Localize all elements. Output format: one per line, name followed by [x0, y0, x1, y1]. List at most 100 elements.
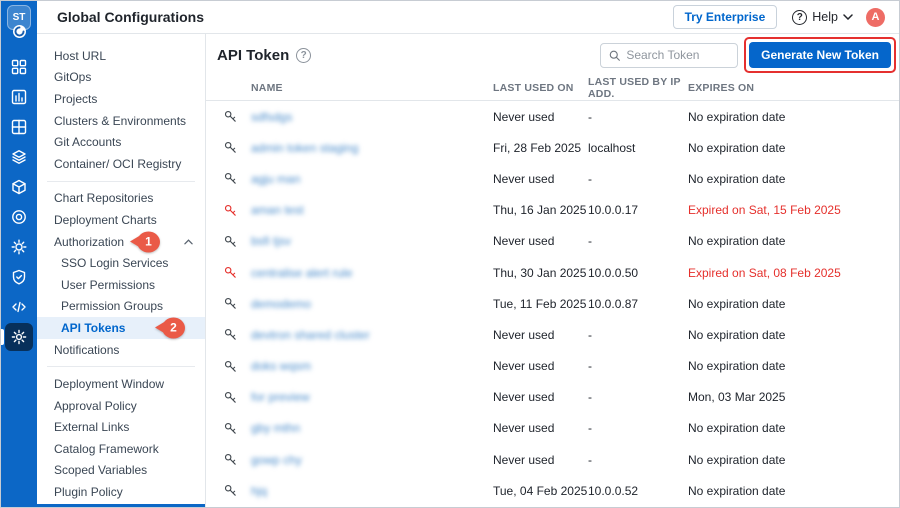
table-row[interactable]: devtron shared cluster Never used - No expi… [206, 319, 899, 350]
sidebar-item-authorization[interactable]: Authorization 1 [37, 231, 205, 253]
token-search [600, 42, 739, 68]
annotation-pin-1: 1 [130, 231, 160, 253]
gear-flower-icon[interactable] [5, 233, 33, 261]
expires-on: No expiration date [688, 140, 786, 155]
section-title: API Token [217, 46, 290, 64]
last-used-ip: - [588, 421, 592, 436]
sidebar-item-user-permissions[interactable]: User Permissions [61, 277, 156, 292]
token-name[interactable]: doks wqsm [251, 359, 312, 374]
chevron-up-icon [184, 239, 193, 245]
col-header-ip: LAST USED BY IP ADD. [588, 76, 681, 100]
expires-on: No expiration date [688, 296, 786, 311]
table-row[interactable]: agju man Never used - No expiration date [206, 163, 899, 194]
sidebar-item-container-oci-registry[interactable]: Container/ OCI Registry [54, 156, 182, 171]
token-name[interactable]: admin token staging [251, 140, 359, 155]
token-name[interactable]: sdfsdgs [251, 109, 293, 124]
last-used-on: Fri, 28 Feb 2025 [493, 140, 582, 155]
api-token-panel: API Token ? Generate New Token NAME LAST… [206, 34, 899, 507]
try-enterprise-button[interactable]: Try Enterprise [672, 5, 778, 29]
table-row[interactable]: sdfsdgs Never used - No expiration date [206, 101, 899, 132]
sidebar-item-catalog-framework[interactable]: Catalog Framework [54, 441, 159, 456]
key-icon [206, 171, 251, 186]
key-icon [206, 296, 251, 311]
sidebar-item-api-tokens[interactable]: API Tokens 2 [37, 317, 205, 339]
token-name[interactable]: gby mthn [251, 421, 301, 436]
user-avatar[interactable]: A [866, 7, 885, 27]
last-used-on: Never used [493, 109, 555, 124]
sidebar-item-approval-policy[interactable]: Approval Policy [54, 398, 137, 413]
gear-icon[interactable] [1, 323, 33, 351]
token-name[interactable]: hjq [251, 483, 268, 498]
sidebar-item-gitops[interactable]: GitOps [54, 70, 92, 85]
table-row[interactable]: centralise alert rule Thu, 30 Jan 2025 10.… [206, 257, 899, 288]
expires-on: No expiration date [688, 483, 786, 498]
expires-on: No expiration date [688, 109, 786, 124]
generate-new-token-button[interactable]: Generate New Token [749, 42, 891, 68]
sidebar-item-notifications[interactable]: Notifications [54, 342, 120, 357]
last-used-on: Never used [493, 452, 555, 467]
table-row[interactable]: gby mthn Never used - No expiration date [206, 413, 899, 444]
sidebar-item-permission-groups[interactable]: Permission Groups [61, 299, 164, 314]
help-menu[interactable]: ? Help [792, 9, 853, 25]
sidebar-item-projects[interactable]: Projects [54, 91, 98, 106]
sidebar-item-host-url[interactable]: Host URL [54, 48, 107, 63]
table-row[interactable]: aman test Thu, 16 Jan 2025 10.0.0.17 Expire… [206, 195, 899, 226]
sidebar-item-deployment-window[interactable]: Deployment Window [54, 377, 165, 392]
table-row[interactable]: doks wqsm Never used - No expiration date [206, 351, 899, 382]
expires-on: No expiration date [688, 327, 786, 342]
section-help-icon[interactable]: ? [296, 47, 312, 63]
last-used-on: Thu, 30 Jan 2025 [493, 265, 587, 280]
last-used-on: Tue, 04 Feb 2025 [493, 483, 588, 498]
help-label: Help [812, 10, 838, 24]
token-name[interactable]: agju man [251, 171, 301, 186]
sidebar-item-chart-repositories[interactable]: Chart Repositories [54, 191, 154, 206]
icon-rail: ST [1, 1, 37, 507]
window-grid-icon[interactable] [5, 113, 33, 141]
token-name[interactable]: devtron shared cluster [251, 327, 370, 342]
search-icon [609, 50, 621, 61]
stack-icon[interactable] [5, 143, 33, 171]
key-icon [206, 359, 251, 374]
sidebar-divider [47, 366, 195, 368]
token-name[interactable]: aman test [251, 203, 304, 218]
top-bar: Global Configurations Try Enterprise ? H… [37, 1, 899, 34]
annotation-pin-2: 2 [155, 317, 185, 339]
key-icon [206, 483, 251, 498]
last-used-ip: 10.0.0.52 [588, 483, 639, 498]
table-row[interactable]: demodemo Tue, 11 Feb 2025 10.0.0.87 No expi… [206, 288, 899, 319]
table-row[interactable]: gowp chy Never used - No expiration date [206, 444, 899, 475]
code-icon[interactable] [5, 293, 33, 321]
last-used-ip: - [588, 359, 592, 374]
table-row[interactable]: bsfi tjsv Never used - No expiration date [206, 226, 899, 257]
sidebar-item-scoped-variables[interactable]: Scoped Variables [54, 463, 148, 478]
apps-grid-icon[interactable] [5, 53, 33, 81]
last-used-ip: - [588, 234, 592, 249]
token-table-body: sdfsdgs Never used - No expiration date admi… [206, 101, 899, 507]
search-input[interactable] [626, 48, 730, 62]
col-header-expires: EXPIRES ON [688, 82, 755, 94]
shield-check-icon[interactable] [5, 263, 33, 291]
token-name[interactable]: gowp chy [251, 452, 302, 467]
sidebar-item-git-accounts[interactable]: Git Accounts [54, 135, 122, 150]
last-used-ip: - [588, 452, 592, 467]
token-name[interactable]: bsfi tjsv [251, 234, 292, 249]
sidebar-item-plugin-policy[interactable]: Plugin Policy [54, 485, 123, 500]
sidebar-scrollbar[interactable] [37, 504, 205, 507]
key-icon [206, 327, 251, 342]
table-row[interactable]: hjq Tue, 04 Feb 2025 10.0.0.52 No expiratio… [206, 475, 899, 506]
table-row[interactable]: for preview Never used - Mon, 03 Mar 2025 [206, 382, 899, 413]
sidebar-item-clusters-environments[interactable]: Clusters & Environments [54, 113, 187, 128]
last-used-ip: 10.0.0.87 [588, 296, 639, 311]
cube-icon[interactable] [5, 173, 33, 201]
sidebar-item-sso-login-services[interactable]: SSO Login Services [61, 256, 169, 271]
token-name[interactable]: centralise alert rule [251, 265, 353, 280]
sidebar-item-external-links[interactable]: External Links [54, 420, 130, 435]
table-row[interactable]: admin token staging Fri, 28 Feb 2025 local… [206, 132, 899, 163]
bullseye-icon[interactable] [5, 203, 33, 231]
sidebar-item-deployment-charts[interactable]: Deployment Charts [54, 212, 157, 227]
last-used-on: Never used [493, 421, 555, 436]
token-name[interactable]: for preview [251, 390, 310, 405]
settings-sidebar: Host URL GitOps Projects Clusters & Environ… [37, 34, 206, 507]
token-name[interactable]: demodemo [251, 296, 312, 311]
chart-icon[interactable] [5, 83, 33, 111]
